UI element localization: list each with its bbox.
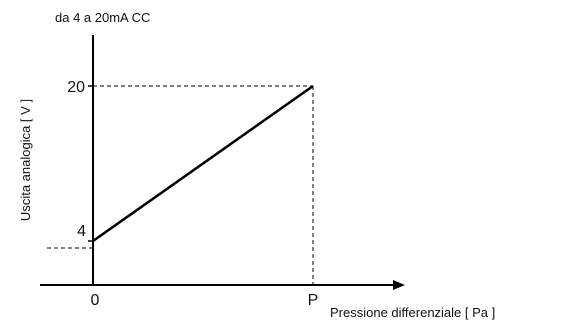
y-tick-label-20: 20	[67, 79, 85, 96]
chart-title: da 4 a 20mA CC	[55, 10, 150, 25]
y-tick-label-4: 4	[77, 223, 86, 240]
y-axis-label: Uscita analogica [ V ]	[18, 99, 33, 221]
x-axis-label: Pressione differenziale [ Pa ]	[330, 305, 495, 320]
series-line	[92, 84, 314, 243]
x-axis-arrow-icon	[393, 280, 405, 290]
x-tick-label-P: P	[308, 292, 319, 309]
x-tick-label-0: 0	[91, 292, 100, 309]
